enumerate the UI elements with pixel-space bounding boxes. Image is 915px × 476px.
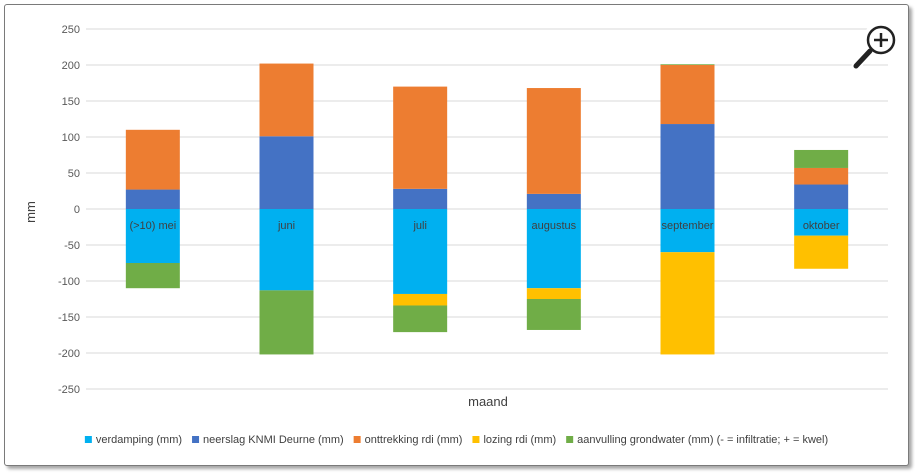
bar-segment [660,124,715,209]
y-tick-label: 50 [68,168,80,180]
bar-segment [526,288,581,299]
gridlines [86,28,888,390]
legend-swatch [192,436,200,443]
legend: verdamping (mm) neerslag KNMI Deurne (mm)… [84,434,828,446]
bar-segment [794,167,849,185]
legend-label: aanvulling grondwater (mm) (- = infiltra… [577,434,828,446]
legend-swatch [353,436,361,443]
legend-label: neerslag KNMI Deurne (mm) [203,434,344,446]
bar-segment [660,252,715,355]
legend-swatch [566,436,574,443]
legend-item: aanvulling grondwater (mm) (- = infiltra… [566,434,828,446]
x-tick-label: oktober [803,220,840,232]
bars [125,63,849,355]
y-tick-label: -50 [64,240,80,252]
bar-segment [125,189,180,209]
x-tick-label: juli [412,220,426,232]
chart: -250 -200 -150 -100 -50 0 50 100 150 200 250 (>10)… [23,22,899,446]
zoom-in-icon[interactable] [851,22,899,71]
legend-label: lozing rdi (mm) [483,434,556,446]
bar-segment [660,64,715,65]
y-axis-ticks: -250 -200 -150 -100 -50 0 50 100 150 200 250 [58,24,80,396]
y-tick-label: 250 [62,24,80,36]
x-tick-label: augustus [532,220,577,232]
bar-segment [526,209,581,289]
bar-segment [393,188,448,209]
bar-segment [259,209,314,291]
category-labels: (>10) mei juni juli augustus september oktobe… [129,220,839,232]
bar-segment [393,86,448,189]
y-tick-label: 200 [62,60,80,72]
bar-segment [660,209,715,253]
bar-segment [259,136,314,209]
bar-segment [794,235,849,269]
x-tick-label: (>10) mei [129,220,176,232]
legend-label: onttrekking rdi (mm) [365,434,463,446]
legend-swatch [84,436,92,443]
bar-segment [393,305,448,333]
bar-segment [794,209,849,236]
bar-segment [794,149,849,168]
y-tick-label: -100 [58,276,80,288]
x-axis-title: maand [468,394,508,409]
x-tick-label: juni [277,220,295,232]
y-tick-label: -200 [58,348,80,360]
bar-segment [259,63,314,137]
bar-segment [393,209,448,294]
y-tick-label: -250 [58,384,80,396]
bar-segment [660,65,715,125]
y-tick-label: 0 [74,204,80,216]
chart-frame: -250 -200 -150 -100 -50 0 50 100 150 200 250 (>10)… [4,4,909,466]
bar-segment [259,290,314,355]
legend-item: verdamping (mm) [84,434,182,446]
legend-item: lozing rdi (mm) [472,434,556,446]
y-tick-label: 150 [62,96,80,108]
legend-swatch [472,436,480,443]
bar-segment [794,184,849,209]
legend-item: onttrekking rdi (mm) [353,434,463,446]
legend-label: verdamping (mm) [96,434,182,446]
bar-segment [393,293,448,306]
bar-segment [526,193,581,209]
x-tick-label: september [662,220,714,232]
y-axis-title: mm [23,201,38,223]
bar-segment [526,88,581,194]
legend-item: neerslag KNMI Deurne (mm) [192,434,344,446]
y-tick-label: -150 [58,312,80,324]
y-tick-label: 100 [62,132,80,144]
bar-segment [125,129,180,190]
bar-segment [125,263,180,289]
bar-segment [125,209,180,263]
bar-segment [526,299,581,330]
